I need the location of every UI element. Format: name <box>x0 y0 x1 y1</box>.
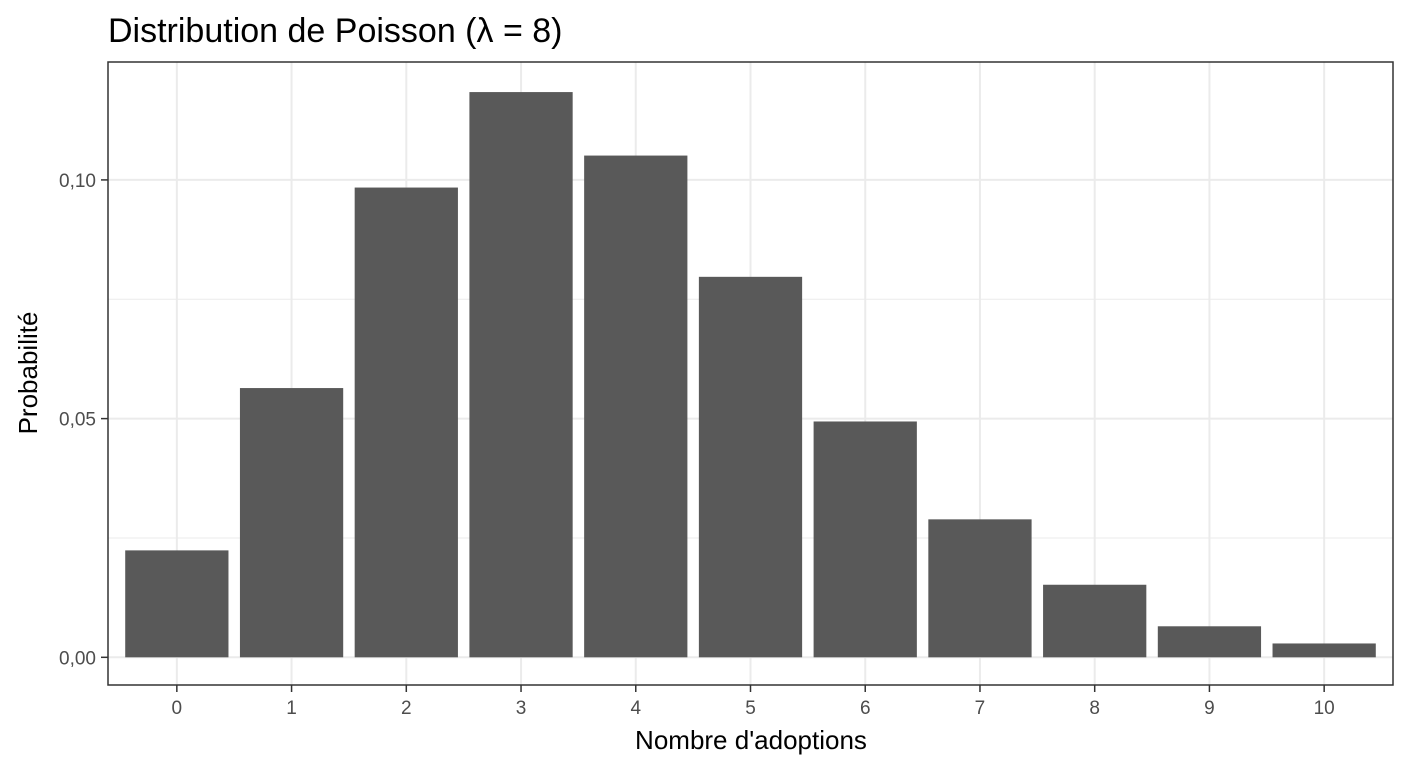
y-tick-label: 0,00 <box>59 648 96 669</box>
bar-1 <box>239 388 344 658</box>
chart-title: Distribution de Poisson (λ = 8) <box>108 12 562 50</box>
y-axis: 0,00 0,05 0,10 <box>59 171 108 669</box>
bar-6 <box>813 421 917 658</box>
x-tick-label: 1 <box>286 698 297 719</box>
y-tick-label: 0,05 <box>59 410 96 431</box>
y-tick-label: 0,10 <box>59 171 96 192</box>
bars <box>125 92 1376 658</box>
x-tick-label: 6 <box>860 698 871 719</box>
bar-5 <box>698 276 803 658</box>
bar-4 <box>584 155 688 658</box>
bar-8 <box>1043 584 1147 658</box>
x-tick-label: 5 <box>745 698 756 719</box>
y-axis-title: Probabilité <box>13 312 43 435</box>
x-axis-title: Nombre d'adoptions <box>635 725 867 755</box>
x-tick-label: 8 <box>1089 698 1100 719</box>
x-axis: 0 1 2 3 4 5 6 7 8 9 10 <box>172 685 1335 719</box>
x-tick-label: 2 <box>401 698 412 719</box>
bar-0 <box>125 550 229 658</box>
bar-10 <box>1272 643 1376 658</box>
x-tick-label: 0 <box>172 698 183 719</box>
bar-2 <box>354 187 458 658</box>
x-tick-label: 7 <box>975 698 986 719</box>
x-tick-label: 10 <box>1314 698 1335 719</box>
bar-3 <box>469 92 573 658</box>
bar-7 <box>928 519 1032 658</box>
x-tick-label: 9 <box>1204 698 1215 719</box>
x-tick-label: 3 <box>516 698 527 719</box>
bar-9 <box>1157 626 1262 658</box>
x-tick-label: 4 <box>630 698 641 719</box>
